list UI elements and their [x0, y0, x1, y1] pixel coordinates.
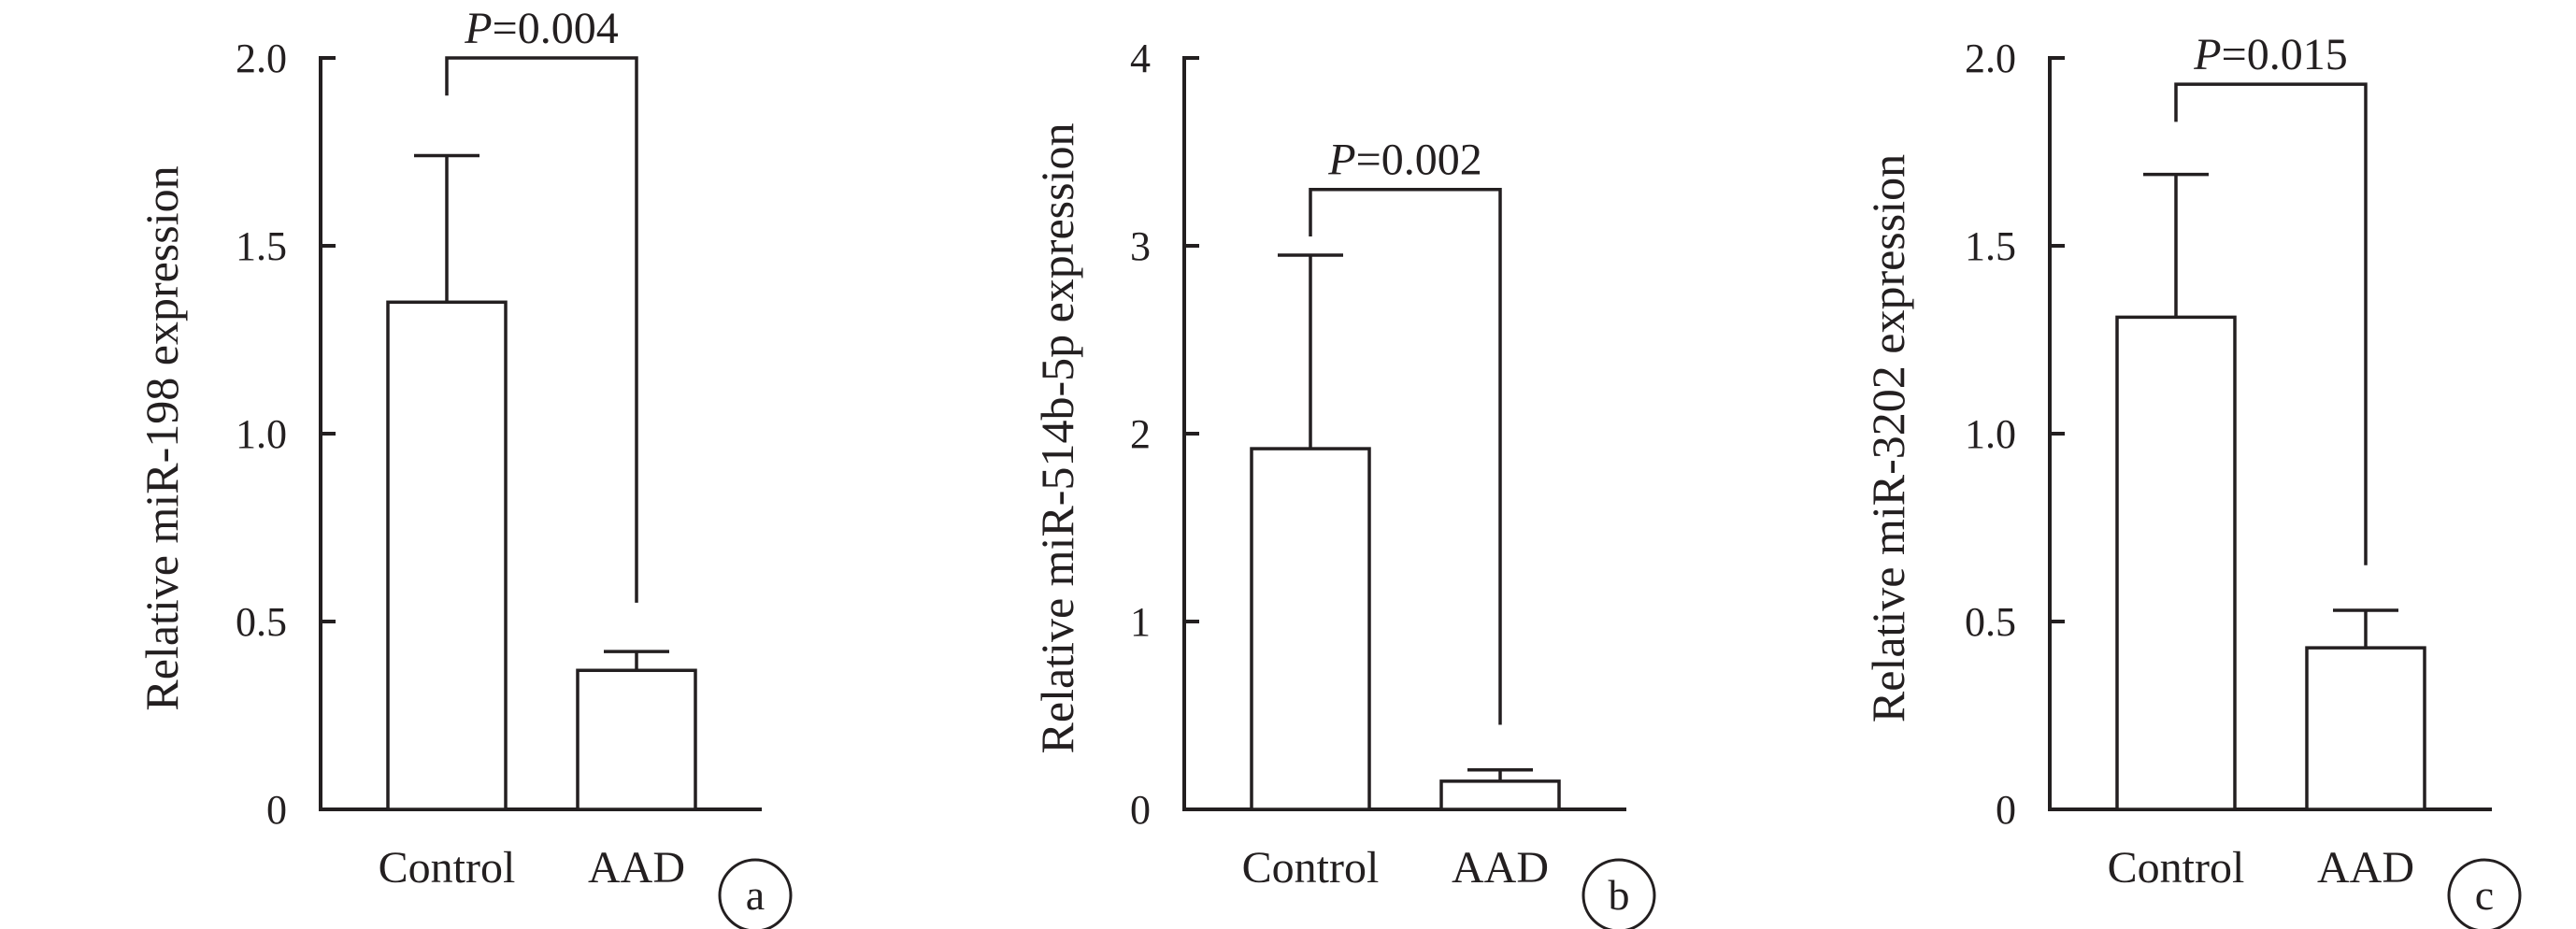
- bar-control: [386, 300, 508, 811]
- y-tick-label: 1.5: [1965, 223, 2016, 269]
- chart-panel-b: 0 1 2 3 4 Relative miR-514b-5p expression Cont…: [1031, 36, 1656, 929]
- x-category-label: AAD: [2317, 843, 2414, 893]
- bar-control: [2115, 315, 2237, 811]
- bar-aad: [576, 668, 697, 811]
- y-tick-label: 0: [1130, 787, 1151, 833]
- y-axis-title: Relative miR-3202 expression: [1862, 154, 1914, 722]
- y-tick-label: 3: [1130, 223, 1151, 269]
- p-value-label: P=0.004: [464, 4, 618, 53]
- y-tick-label: 0: [1996, 787, 2016, 833]
- y-tick-label: 1.0: [236, 411, 287, 457]
- panel-label: b: [1609, 871, 1630, 919]
- y-axis-title: Relative miR-198 expression: [136, 165, 188, 710]
- p-value-text: =0.015: [2222, 30, 2348, 79]
- chart-panel-c: 0 0.5 1.0 1.5 2.0 Relative miR-3202 expressio…: [1862, 30, 2522, 929]
- y-axis-title: Relative miR-514b-5p expression: [1031, 123, 1083, 754]
- panel-label: c: [2475, 871, 2494, 919]
- p-value-label: P=0.015: [2193, 30, 2347, 79]
- x-category-label: AAD: [1452, 843, 1549, 893]
- panel-label-circle: [2447, 858, 2522, 929]
- y-tick-label: 0.5: [1965, 599, 2016, 645]
- bar-aad: [2305, 646, 2426, 811]
- p-value-text: =0.002: [1356, 136, 1482, 185]
- panel-label-circle: [1581, 858, 1656, 929]
- p-value-symbol: P: [2193, 30, 2221, 79]
- x-category-label: AAD: [588, 843, 685, 893]
- bar-aad: [1439, 779, 1561, 811]
- y-tick-label: 2.0: [236, 36, 287, 81]
- chart-panel-a: 0 0.5 1.0 1.5 2.0 Relative miR-198 expression…: [136, 4, 793, 929]
- y-tick-label: 1: [1130, 599, 1151, 645]
- bar-control: [1250, 447, 1371, 811]
- panel-label-circle: [718, 858, 793, 929]
- y-tick-label: 4: [1130, 36, 1151, 81]
- p-value-text: =0.004: [493, 4, 619, 53]
- y-tick-label: 2.0: [1965, 36, 2016, 81]
- y-tick-label: 1.0: [1965, 411, 2016, 457]
- y-tick-label: 1.5: [236, 223, 287, 269]
- y-tick-label: 0: [266, 787, 287, 833]
- significance-bracket: [2174, 82, 2368, 565]
- p-value-symbol: P: [464, 4, 492, 53]
- y-tick-label: 2: [1130, 411, 1151, 457]
- p-value-symbol: P: [1327, 136, 1355, 185]
- x-category-label: Control: [1242, 843, 1380, 893]
- significance-bracket: [1309, 187, 1502, 725]
- y-tick-label: 0.5: [236, 599, 287, 645]
- x-category-label: Control: [379, 843, 516, 893]
- p-value-label: P=0.002: [1327, 136, 1481, 185]
- significance-bracket: [445, 56, 638, 603]
- x-category-label: Control: [2108, 843, 2245, 893]
- panel-label: a: [746, 871, 765, 919]
